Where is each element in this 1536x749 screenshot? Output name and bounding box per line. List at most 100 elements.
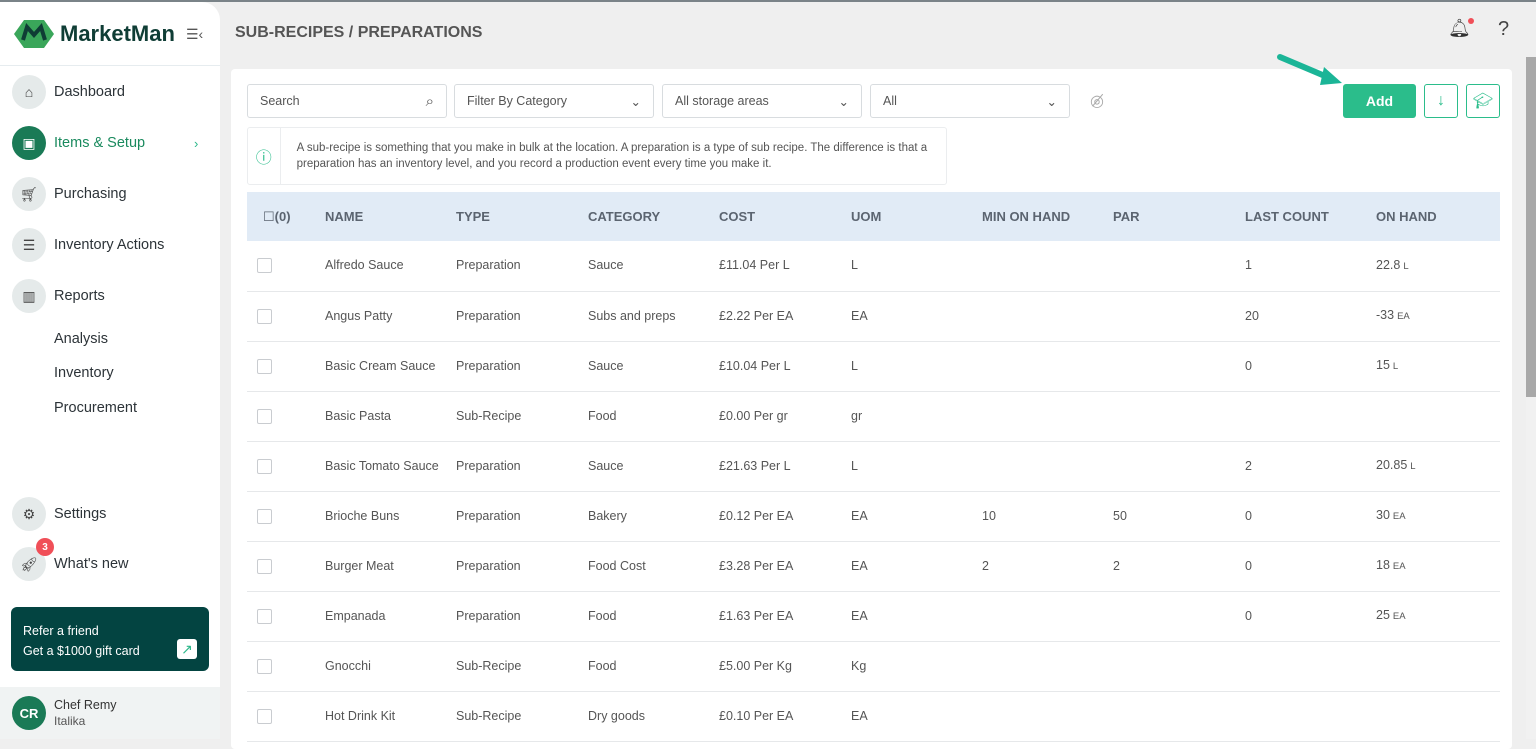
info-banner: ⓘ A sub-recipe is something that you mak… — [247, 127, 947, 185]
user-name: Chef Remy — [54, 698, 117, 712]
column-header[interactable]: UOM — [851, 209, 882, 224]
cell-min-on-hand: 2 — [982, 541, 1113, 592]
cell-name[interactable]: Angus Patty — [325, 291, 456, 342]
cell-category: Food — [588, 641, 719, 692]
scrollbar[interactable] — [1526, 57, 1536, 739]
notification-dot — [1467, 18, 1474, 24]
cell-on-hand — [1376, 691, 1500, 742]
cell-on-hand: 20.85 L — [1376, 441, 1500, 492]
content-card: ⌕ Filter By Category⌄ All storage areas⌄… — [231, 54, 1512, 749]
table-row[interactable]: Empanada Preparation Food £1.63 Per EA EA 0 25… — [247, 591, 1500, 642]
sidebar-item-whats-new[interactable]: 🚀︎ 3 What's new — [12, 538, 129, 581]
table-row[interactable]: Hot Drink Kit Sub-Recipe Dry goods £0.10 Pe… — [247, 691, 1500, 742]
box-icon: ▣ — [12, 126, 46, 160]
row-checkbox[interactable] — [257, 408, 272, 424]
column-header[interactable]: PAR — [1113, 209, 1140, 224]
sidebar-sub-procurement[interactable]: Procurement — [54, 400, 138, 416]
user-profile[interactable]: CR Chef Remy Italika — [0, 687, 220, 739]
cell-name[interactable]: Hot Drink Kit — [325, 691, 456, 742]
external-link-icon: ↗ — [177, 639, 197, 659]
row-checkbox[interactable] — [257, 458, 272, 474]
cell-uom: Kg — [851, 641, 982, 692]
select-all-checkbox[interactable]: ☐(0) — [263, 208, 291, 224]
table-row[interactable]: Burger Meat Preparation Food Cost £3.28 Per… — [247, 541, 1500, 592]
cell-cost: £0.00 Per gr — [719, 391, 851, 442]
table-row[interactable]: Alfredo Sauce Preparation Sauce £11.04 Per … — [247, 241, 1500, 292]
sidebar-item-dashboard[interactable]: ⌂ Dashboard — [12, 75, 125, 109]
storage-area-select[interactable]: All storage areas ⌄ — [662, 84, 862, 118]
table-row[interactable]: Basic Cream Sauce Preparation Sauce £10.04 … — [247, 341, 1500, 392]
refer-friend-banner[interactable]: Refer a friend Get a $1000 gift card ↗ — [11, 607, 209, 671]
scrollbar-thumb[interactable] — [1526, 57, 1536, 397]
eye-off-icon[interactable]: ◎̸ — [1090, 93, 1104, 110]
sidebar-item-inventory-actions[interactable]: ☰ Inventory Actions — [12, 228, 164, 262]
cell-category: Food Cost — [588, 541, 719, 592]
row-checkbox[interactable] — [257, 308, 272, 324]
cell-category: Sauce — [588, 241, 719, 292]
row-checkbox[interactable] — [257, 358, 272, 374]
cell-last-count: 0 — [1245, 491, 1376, 542]
rocket-icon: 🚀︎ 3 — [12, 538, 54, 581]
table-row[interactable]: Angus Patty Preparation Subs and preps £2.2… — [247, 291, 1500, 342]
type-select[interactable]: All ⌄ — [870, 84, 1070, 118]
cell-uom: L — [851, 241, 982, 292]
logo[interactable]: MarketMan — [0, 2, 220, 66]
column-header[interactable]: ON HAND — [1376, 209, 1437, 224]
cell-name[interactable]: Basic Tomato Sauce — [325, 441, 456, 492]
table-row[interactable]: Basic Pasta Sub-Recipe Food £0.00 Per gr gr — [247, 391, 1500, 442]
sidebar-item-purchasing[interactable]: 🛒︎ Purchasing — [12, 177, 127, 211]
row-checkbox[interactable] — [257, 708, 272, 724]
search-icon[interactable]: ⌕ — [425, 92, 434, 110]
download-icon: ↓ — [1437, 92, 1445, 109]
search-input[interactable] — [260, 94, 410, 108]
cell-cost: £0.12 Per EA — [719, 491, 851, 542]
row-checkbox[interactable] — [257, 608, 272, 624]
cell-par: 50 — [1113, 491, 1245, 542]
download-button[interactable]: ↓ — [1424, 84, 1458, 118]
unit-label: EA — [1397, 311, 1410, 322]
tutorial-button[interactable]: 🎓︎ — [1466, 84, 1500, 118]
cell-type: Preparation — [456, 491, 588, 542]
cell-name[interactable]: Burger Meat — [325, 541, 456, 592]
help-icon[interactable]: ? — [1498, 18, 1510, 40]
cell-type: Sub-Recipe — [456, 391, 588, 442]
column-header[interactable]: MIN ON HAND — [982, 209, 1071, 224]
column-header[interactable]: NAME — [325, 209, 364, 224]
cell-name[interactable]: Gnocchi — [325, 641, 456, 692]
row-checkbox[interactable] — [257, 558, 272, 574]
cell-last-count — [1245, 641, 1376, 692]
sidebar-item-items-setup[interactable]: ▣ Items & Setup — [12, 126, 145, 160]
cell-last-count: 20 — [1245, 291, 1376, 342]
bell-icon[interactable]: 🔔︎ — [1448, 18, 1474, 39]
clipboard-icon: ☰ — [12, 228, 46, 262]
column-header[interactable]: LAST COUNT — [1245, 209, 1329, 224]
column-header[interactable]: TYPE — [456, 209, 490, 224]
row-checkbox[interactable] — [257, 658, 272, 674]
marketman-logo-icon — [14, 19, 54, 48]
cell-uom: L — [851, 341, 982, 392]
sidebar-item-reports[interactable]: ▥ Reports — [12, 279, 105, 313]
cell-name[interactable]: Brioche Buns — [325, 491, 456, 542]
cell-par — [1113, 591, 1245, 642]
cell-name[interactable]: Basic Cream Sauce — [325, 341, 456, 392]
collapse-sidebar-icon[interactable]: ☰‹ — [186, 26, 204, 42]
sidebar-item-settings[interactable]: ⚙ Settings — [12, 497, 106, 531]
cell-name[interactable]: Alfredo Sauce — [325, 241, 456, 292]
search-input-wrapper[interactable]: ⌕ — [247, 84, 447, 118]
cell-name[interactable]: Basic Pasta — [325, 391, 456, 442]
sidebar-sub-analysis[interactable]: Analysis — [54, 331, 108, 347]
row-checkbox[interactable] — [257, 258, 272, 274]
table-row[interactable]: Brioche Buns Preparation Bakery £0.12 Per E… — [247, 491, 1500, 542]
sidebar-sub-inventory[interactable]: Inventory — [54, 365, 114, 381]
table-row[interactable]: Gnocchi Sub-Recipe Food £5.00 Per Kg Kg — [247, 641, 1500, 692]
cart-icon: 🛒︎ — [12, 177, 46, 211]
cell-min-on-hand: 10 — [982, 491, 1113, 542]
column-header[interactable]: CATEGORY — [588, 209, 661, 224]
category-filter-select[interactable]: Filter By Category ⌄ — [454, 84, 654, 118]
cell-category: Bakery — [588, 491, 719, 542]
column-header[interactable]: COST — [719, 209, 756, 224]
table-row[interactable]: Basic Tomato Sauce Preparation Sauce £21.63… — [247, 441, 1500, 492]
cell-name[interactable]: Empanada — [325, 591, 456, 642]
add-button[interactable]: Add — [1343, 84, 1416, 118]
row-checkbox[interactable] — [257, 508, 272, 524]
